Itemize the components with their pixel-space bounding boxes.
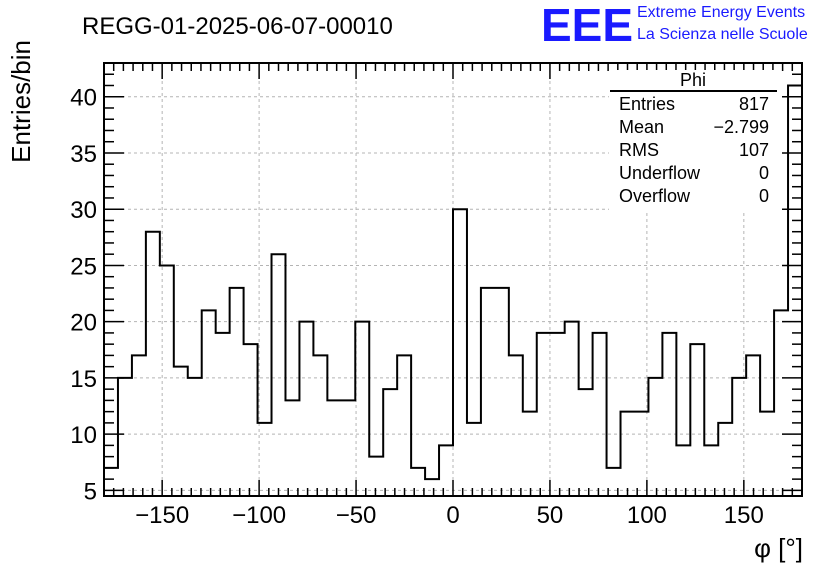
chart-title: REGG-01-2025-06-07-00010 (82, 13, 393, 40)
stats-row-value: 0 (759, 186, 769, 206)
y-tick-label: 25 (70, 253, 97, 280)
stats-row-value: −2.799 (713, 117, 769, 137)
eee-logo-mark: EEE (541, 0, 633, 51)
eee-logo: EEE Extreme Energy Events La Scienza nel… (541, 0, 808, 51)
y-axis-label: Entries/bin (6, 40, 36, 163)
x-tick-label: −100 (232, 502, 286, 529)
x-tick-label: 50 (537, 502, 564, 529)
y-tick-label: 15 (70, 366, 97, 393)
y-tick-label: 30 (70, 197, 97, 224)
histogram-step-line (103, 84, 803, 496)
y-tick-label: 40 (70, 85, 97, 112)
stats-row-label: Mean (619, 117, 664, 137)
stats-row-label: Entries (619, 94, 675, 114)
x-tick-label: 0 (446, 502, 459, 529)
x-tick-labels: −150 −100 −50 0 50 100 150 (135, 502, 764, 529)
stats-rows: Entries 817 Mean −2.799 RMS 107 Underflow 0 Over… (619, 94, 769, 206)
logo-line-2: La Scienza nelle Scuole (637, 26, 808, 43)
stats-box: Phi Entries 817 Mean −2.799 RMS 107 Underflow 0… (609, 70, 779, 210)
y-tick-labels: 5 10 15 20 25 30 35 40 (70, 85, 97, 506)
stats-row-label: Overflow (619, 186, 691, 206)
x-tick-label: −150 (135, 502, 189, 529)
stats-row-label: RMS (619, 140, 659, 160)
stats-row-value: 0 (759, 163, 769, 183)
x-axis-label: φ [°] (754, 533, 803, 563)
y-tick-label: 20 (70, 310, 97, 337)
stats-box-title: Phi (680, 70, 706, 90)
y-tick-label: 5 (84, 478, 97, 505)
stats-row-label: Underflow (619, 163, 701, 183)
x-tick-label: −50 (336, 502, 377, 529)
stats-row-value: 817 (739, 94, 769, 114)
logo-line-1: Extreme Energy Events (637, 4, 805, 21)
axis-ticks (104, 63, 802, 496)
y-tick-label: 10 (70, 422, 97, 449)
y-tick-label: 35 (70, 141, 97, 168)
x-tick-label: 100 (627, 502, 667, 529)
x-tick-label: 150 (724, 502, 764, 529)
stats-box-background (609, 70, 779, 210)
stats-row-value: 107 (739, 140, 769, 160)
